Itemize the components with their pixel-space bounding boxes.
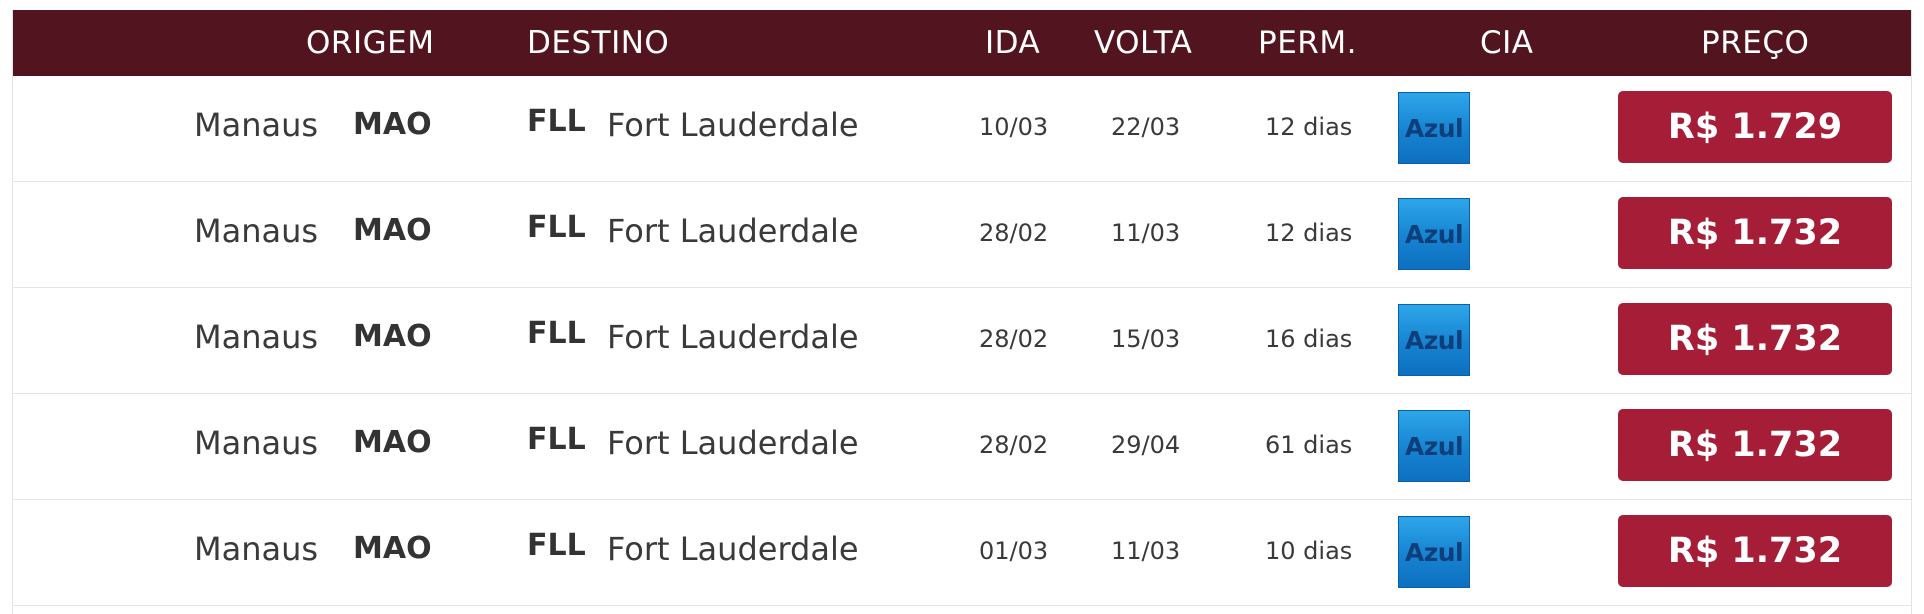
destination-city: Fort Lauderdale bbox=[607, 530, 859, 568]
header-depart: IDA bbox=[985, 25, 1041, 61]
return-date: 11/03 bbox=[1111, 219, 1181, 247]
depart-date: 01/03 bbox=[979, 537, 1049, 565]
depart-date: 28/02 bbox=[979, 219, 1049, 247]
price-button[interactable]: R$ 1.732 bbox=[1618, 303, 1892, 375]
airline-logo-text: Azul bbox=[1404, 114, 1464, 143]
destination-city: Fort Lauderdale bbox=[607, 318, 859, 356]
destination-code: FLL bbox=[527, 316, 586, 351]
airline-logo-text: Azul bbox=[1404, 220, 1464, 249]
origin-code: MAO bbox=[353, 107, 432, 142]
airline-logo: Azul bbox=[1398, 516, 1470, 588]
price-button[interactable]: R$ 1.732 bbox=[1618, 515, 1892, 587]
return-date: 15/03 bbox=[1111, 325, 1181, 353]
origin-code: MAO bbox=[353, 425, 432, 460]
origin-city: Manaus bbox=[194, 106, 319, 144]
airline-logo: Azul bbox=[1398, 304, 1470, 376]
destination-code: FLL bbox=[527, 422, 586, 457]
header-airline: CIA bbox=[1480, 25, 1534, 61]
airline-logo-text: Azul bbox=[1404, 432, 1464, 461]
airline-logo-text: Azul bbox=[1404, 326, 1464, 355]
origin-city: Manaus bbox=[194, 212, 319, 250]
airline-logo: Azul bbox=[1398, 410, 1470, 482]
flight-row[interactable]: Manaus MAO FLL Fort Lauderdale 01/03 11/03 10 … bbox=[13, 500, 1911, 606]
flight-row[interactable]: Manaus MAO FLL Fort Lauderdale 28/02 11/03 12 … bbox=[13, 182, 1911, 288]
header-return: VOLTA bbox=[1094, 25, 1193, 61]
stay-duration: 16 dias bbox=[1265, 325, 1353, 353]
price-button[interactable]: R$ 1.732 bbox=[1618, 197, 1892, 269]
destination-city: Fort Lauderdale bbox=[607, 106, 859, 144]
airline-logo: Azul bbox=[1398, 198, 1470, 270]
destination-code: FLL bbox=[527, 528, 586, 563]
destination-code: FLL bbox=[527, 104, 586, 139]
origin-city: Manaus bbox=[194, 318, 319, 356]
return-date: 29/04 bbox=[1111, 431, 1181, 459]
flight-row[interactable]: Manaus MAO FLL Fort Lauderdale 28/02 29/04 61 … bbox=[13, 394, 1911, 500]
stay-duration: 12 dias bbox=[1265, 113, 1353, 141]
price-button[interactable]: R$ 1.732 bbox=[1618, 409, 1892, 481]
flight-row[interactable]: Manaus MAO FLL Fort Lauderdale 28/02 15/03 16 … bbox=[13, 288, 1911, 394]
stay-duration: 61 dias bbox=[1265, 431, 1353, 459]
header-origin: ORIGEM bbox=[306, 25, 435, 61]
depart-date: 10/03 bbox=[979, 113, 1049, 141]
return-date: 22/03 bbox=[1111, 113, 1181, 141]
origin-code: MAO bbox=[353, 319, 432, 354]
airline-logo-text: Azul bbox=[1404, 538, 1464, 567]
flight-results-table: ORIGEM DESTINO IDA VOLTA PERM. CIA PREÇO… bbox=[12, 10, 1912, 614]
airline-logo: Azul bbox=[1398, 92, 1470, 164]
destination-code: FLL bbox=[527, 210, 586, 245]
stay-duration: 10 dias bbox=[1265, 537, 1353, 565]
depart-date: 28/02 bbox=[979, 325, 1049, 353]
depart-date: 28/02 bbox=[979, 431, 1049, 459]
origin-city: Manaus bbox=[194, 530, 319, 568]
destination-city: Fort Lauderdale bbox=[607, 212, 859, 250]
origin-code: MAO bbox=[353, 213, 432, 248]
stay-duration: 12 dias bbox=[1265, 219, 1353, 247]
origin-city: Manaus bbox=[194, 424, 319, 462]
price-button[interactable]: R$ 1.729 bbox=[1618, 91, 1892, 163]
header-price: PREÇO bbox=[1701, 25, 1810, 61]
return-date: 11/03 bbox=[1111, 537, 1181, 565]
origin-code: MAO bbox=[353, 531, 432, 566]
table-header: ORIGEM DESTINO IDA VOLTA PERM. CIA PREÇO bbox=[13, 10, 1911, 76]
destination-city: Fort Lauderdale bbox=[607, 424, 859, 462]
flight-row[interactable]: Manaus MAO FLL Fort Lauderdale 10/03 22/03 12 … bbox=[13, 76, 1911, 182]
header-stay: PERM. bbox=[1258, 25, 1357, 61]
header-destination: DESTINO bbox=[527, 25, 670, 61]
